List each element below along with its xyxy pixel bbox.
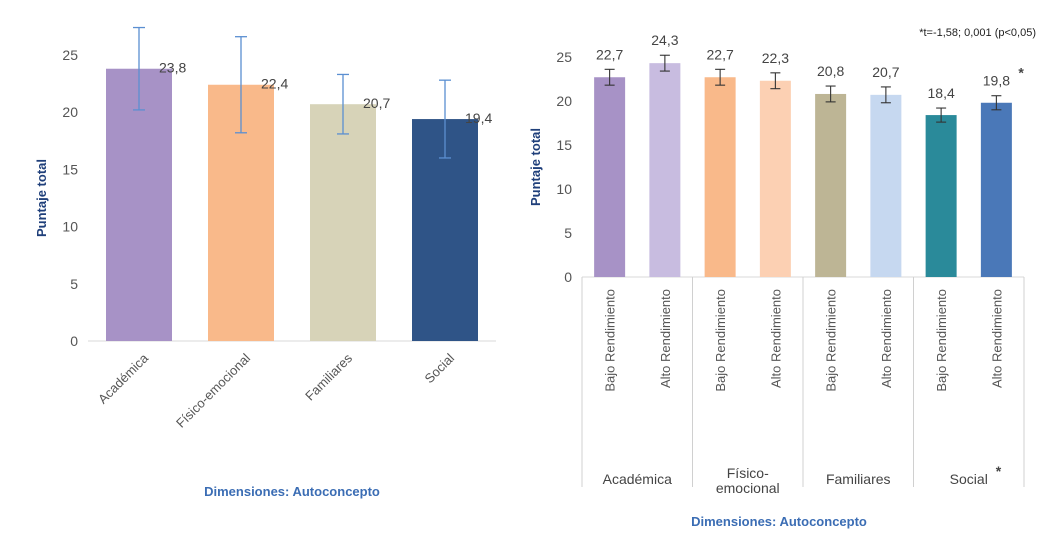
x-tick-label: Bajo Rendimiento: [824, 289, 839, 392]
bar: [649, 63, 681, 277]
x-tick-label: Bajo Rendimiento: [713, 289, 728, 392]
x-tick-label: Social: [421, 350, 457, 386]
y-tick-label: 0: [564, 269, 572, 285]
x-tick-label: Alto Rendimiento: [989, 289, 1004, 388]
x-axis-title: Dimensiones: Autoconcepto: [691, 514, 867, 529]
x-tick-label: Familiares: [302, 350, 355, 403]
bar: [815, 93, 847, 278]
chart-left: 0 5 10 15 20 25 23,8 Académica 22,4 Físico-emocio…: [34, 26, 496, 499]
bar: [759, 80, 791, 277]
bar: [106, 68, 172, 341]
annotation: *t=-1,58; 0,001 (p<0,05): [919, 27, 1036, 39]
y-tick-label: 25: [62, 47, 78, 63]
group-label: Familiares: [826, 471, 891, 487]
y-axis-title: Puntaje total: [34, 159, 49, 237]
y-tick-label: 15: [62, 161, 78, 177]
bar: [980, 102, 1012, 277]
x-tick-label: Físico-emocional: [173, 350, 253, 430]
data-label: 22,7: [596, 46, 623, 62]
y-tick-label: 20: [556, 93, 572, 109]
data-label: 24,3: [651, 32, 678, 48]
y-tick-label: 10: [556, 181, 572, 197]
x-axis-title: Dimensiones: Autoconcepto: [204, 484, 380, 499]
bar: [870, 94, 902, 277]
significance-mark: *: [996, 463, 1002, 479]
data-label: 19,4: [465, 110, 492, 126]
y-axis-title: Puntaje total: [528, 128, 543, 206]
x-tick-label: Académica: [95, 350, 152, 407]
group-label: Académica: [603, 471, 672, 487]
bar: [704, 77, 736, 278]
y-tick-label: 5: [564, 225, 572, 241]
x-tick-label: Alto Rendimiento: [768, 289, 783, 388]
y-tick-label: 15: [556, 137, 572, 153]
bar: [310, 104, 376, 341]
y-tick-label: 0: [70, 333, 78, 349]
data-label: 18,4: [928, 85, 955, 101]
y-tick-label: 25: [556, 49, 572, 65]
data-label: 23,8: [159, 60, 186, 76]
x-tick-label: Alto Rendimiento: [879, 289, 894, 388]
y-tick-label: 5: [70, 276, 78, 292]
data-label: 22,3: [762, 50, 789, 66]
x-tick-label: Bajo Rendimiento: [603, 289, 618, 392]
chart-right: 0 5 10 15 20 25 22,7 Bajo Rendimiento 24,3 Alto R…: [528, 27, 1036, 529]
data-label: 19,8: [983, 73, 1010, 89]
data-label: 20,8: [817, 63, 844, 79]
data-label: 20,7: [363, 95, 390, 111]
significance-mark: *: [1018, 65, 1024, 81]
group-label: Social: [950, 471, 988, 487]
bar: [925, 115, 957, 277]
data-label: 20,7: [872, 64, 899, 80]
data-label: 22,4: [261, 76, 288, 92]
bar: [594, 77, 626, 278]
group-label: Físico-emocional: [716, 465, 780, 496]
y-tick-label: 10: [62, 219, 78, 235]
x-tick-label: Alto Rendimiento: [658, 289, 673, 388]
data-label: 22,7: [707, 46, 734, 62]
x-tick-label: Bajo Rendimiento: [934, 289, 949, 392]
y-tick-label: 20: [62, 104, 78, 120]
